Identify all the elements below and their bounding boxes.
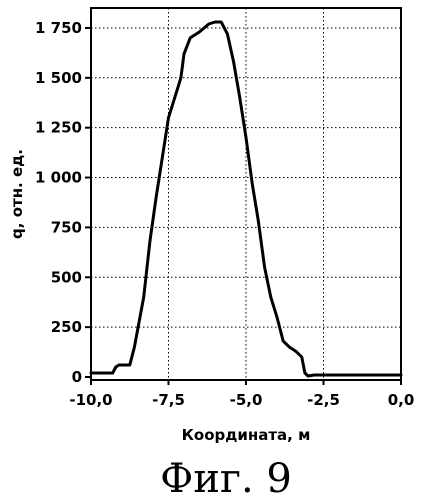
- x-tick-label: -5,0: [230, 391, 263, 409]
- x-tick-label: -2,5: [307, 391, 340, 409]
- series-layer: [91, 22, 401, 376]
- y-tick-label: 500: [51, 268, 82, 286]
- y-tick-label: 1 500: [35, 69, 82, 87]
- y-tick-label: 250: [51, 318, 82, 336]
- y-tick-label: 750: [51, 218, 82, 236]
- y-axis-label: q, отн. ед.: [8, 149, 26, 239]
- x-tick-label: 0,0: [388, 391, 415, 409]
- x-tick-label: -10,0: [69, 391, 112, 409]
- y-tick-label: 0: [72, 368, 82, 386]
- series-line: [91, 22, 401, 376]
- tick-layer: [85, 28, 401, 385]
- y-tick-label: 1 250: [35, 119, 82, 137]
- x-axis-label: Координата, м: [182, 426, 311, 444]
- y-tick-label: 1 000: [35, 169, 82, 187]
- y-tick-label: 1 750: [35, 19, 82, 37]
- x-tick-label: -7,5: [152, 391, 185, 409]
- figure-caption: Фиг. 9: [160, 456, 292, 500]
